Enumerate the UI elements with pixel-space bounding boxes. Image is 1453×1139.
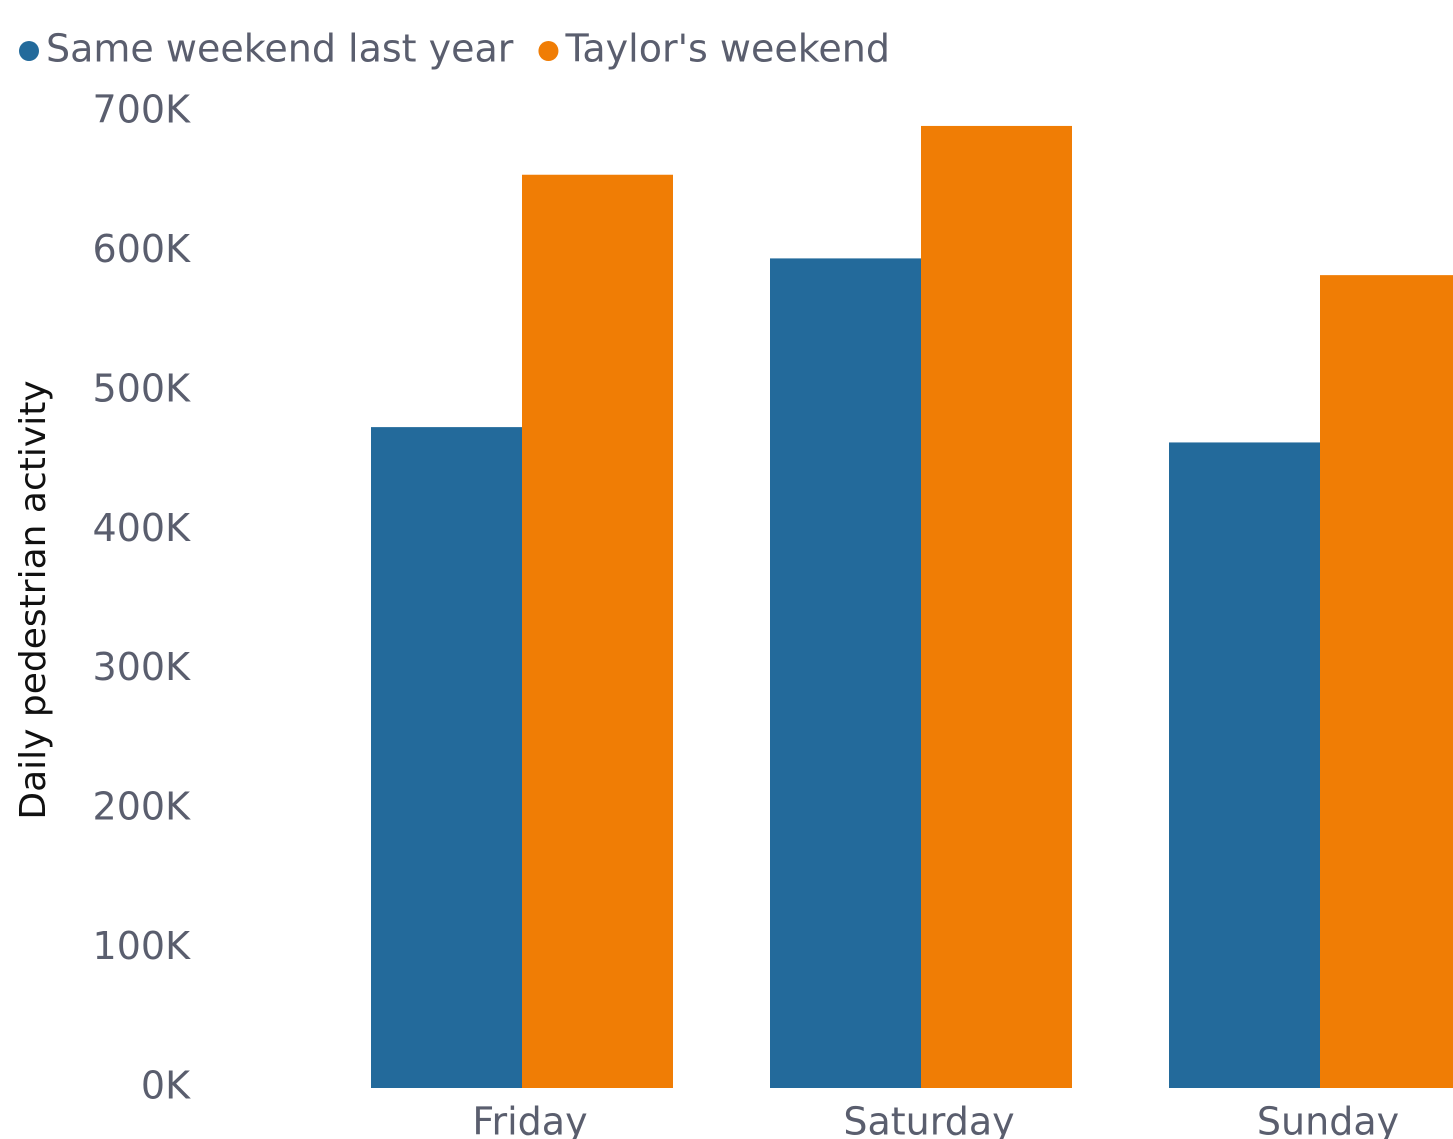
bar (371, 427, 522, 1088)
legend-label: Same weekend last year (46, 27, 514, 71)
y-tick-label: 300K (93, 645, 192, 689)
y-tick-label: 600K (93, 227, 192, 271)
y-tick-label: 0K (141, 1064, 191, 1108)
bar (770, 258, 921, 1088)
legend-label: Taylor's weekend (564, 27, 890, 71)
legend-marker (19, 41, 39, 61)
x-tick-label: Sunday (1257, 1100, 1399, 1139)
bar (1320, 275, 1453, 1088)
legend-marker (538, 41, 559, 61)
x-tick-label: Friday (472, 1100, 587, 1139)
y-tick-label: 100K (93, 924, 192, 968)
y-axis-label: Daily pedestrian activity (13, 380, 54, 819)
bar (522, 174, 673, 1088)
y-tick-label: 200K (93, 785, 192, 829)
bar (921, 125, 1072, 1088)
y-tick-label: 500K (93, 366, 192, 410)
bar (1169, 442, 1320, 1089)
x-tick-label: Saturday (843, 1100, 1014, 1139)
y-tick-label: 700K (93, 88, 192, 132)
y-tick-label: 400K (93, 506, 192, 550)
